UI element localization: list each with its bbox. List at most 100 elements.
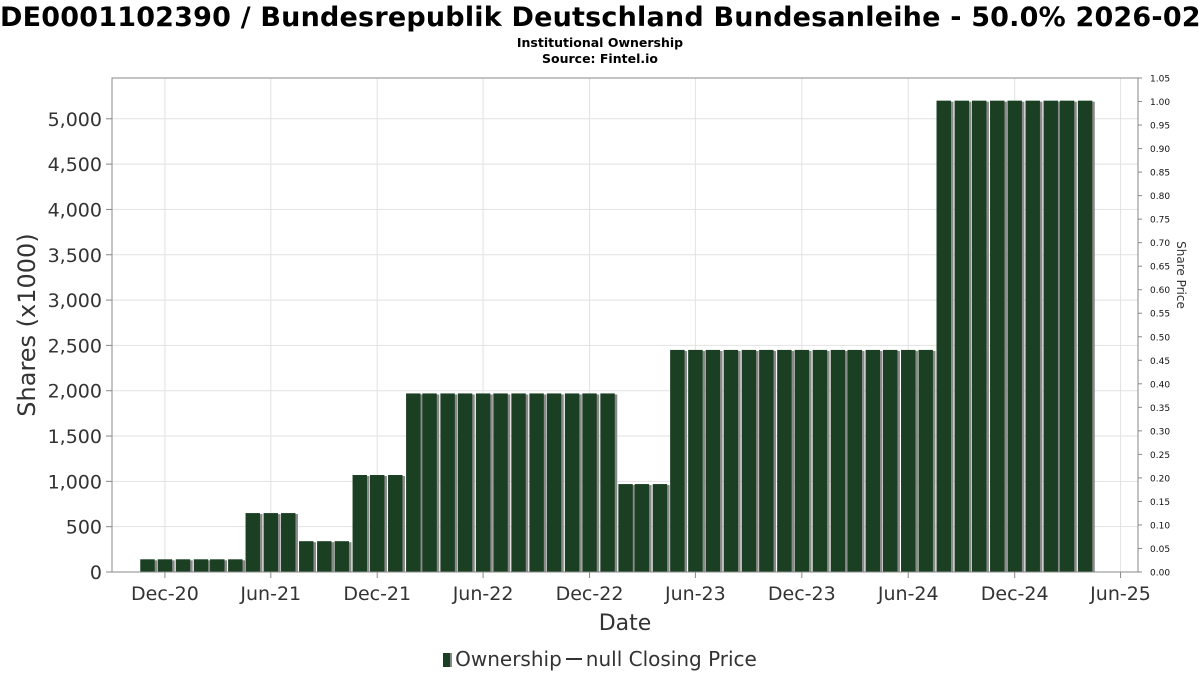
y2-tick-label: 0.65 [1150, 263, 1170, 273]
y2-tick-label: 0.40 [1150, 380, 1170, 390]
y-tick-label: 1,000 [48, 471, 102, 493]
ownership-bar [812, 349, 828, 572]
ownership-bar [511, 393, 526, 572]
y2-tick-label: 0.45 [1150, 357, 1170, 367]
ownership-bar [299, 541, 314, 572]
y-tick-label: 3,500 [48, 245, 102, 267]
ownership-bar [546, 393, 562, 572]
chart-legend: Ownership null Closing Price [0, 647, 1200, 671]
chart-subtitle: Institutional Ownership [516, 35, 684, 50]
ownership-bar [440, 393, 455, 572]
y2-axis-label: Share Price [1174, 241, 1188, 309]
y2-tick-label: 0.35 [1150, 404, 1170, 414]
ownership-bar [847, 349, 862, 572]
ownership-bar [830, 349, 846, 572]
ownership-bar [388, 475, 403, 572]
ownership-bar [1043, 100, 1058, 572]
ownership-chart: 0 500 1,000 1,500 2,000 2,500 3,000 3,500 4,000 4… [13, 75, 1188, 637]
y-tick-label: 5,000 [48, 109, 102, 131]
y2-tick-label: 0.20 [1150, 474, 1170, 484]
ownership-bar [1059, 100, 1075, 572]
ownership-bar [370, 475, 385, 572]
y2-tick-label: 0.80 [1150, 192, 1170, 202]
x-tick-label: Jun-25 [1089, 583, 1151, 605]
y2-tick-label: 0.70 [1150, 239, 1170, 249]
y2-tick-label: 0.95 [1150, 122, 1170, 132]
x-tick-label: Jun-21 [239, 583, 301, 605]
price-legend-line [565, 658, 582, 660]
x-tick-label: Dec-23 [768, 583, 836, 605]
ownership-bar [618, 484, 633, 572]
y2-tick-label: 1.05 [1150, 75, 1170, 85]
ownership-bar [777, 349, 792, 572]
y2-tick-label: 0.85 [1150, 169, 1170, 179]
ownership-legend-swatch [443, 653, 453, 667]
y-tick-label: 3,000 [48, 290, 102, 312]
x-tick-label: Jun-22 [452, 583, 514, 605]
y2-tick-label: 0.30 [1150, 427, 1170, 437]
ownership-bar [493, 393, 508, 572]
ownership-bar [457, 393, 473, 572]
ownership-bar [263, 513, 278, 572]
chart-title: DE0001102390 / Bundesrepublik Deutschlan… [0, 2, 1200, 33]
y2-tick-label: 0.90 [1150, 145, 1170, 155]
ownership-bar [954, 100, 969, 572]
ownership-bar [759, 349, 774, 572]
ownership-bar [990, 100, 1005, 572]
ownership-bar [352, 475, 367, 572]
legend-ownership-label: Ownership [455, 647, 562, 671]
ownership-bar [1007, 100, 1022, 572]
ownership-bar [1077, 100, 1093, 572]
y-tick-label: 0 [90, 562, 102, 584]
ownership-bar [529, 393, 544, 572]
ownership-bar [600, 393, 615, 572]
y-tick-label: 4,500 [48, 154, 102, 176]
ownership-bar [475, 393, 491, 572]
y2-tick-label: 1.00 [1150, 98, 1170, 108]
x-tick-label: Dec-21 [343, 583, 411, 605]
ownership-bar [1025, 100, 1040, 572]
ownership-bar [936, 100, 951, 572]
ownership-bar [334, 541, 349, 572]
ownership-bar [723, 349, 739, 572]
ownership-bar [652, 484, 668, 572]
ownership-bar [794, 349, 810, 572]
ownership-bar [901, 349, 916, 572]
x-tick-label: Jun-23 [664, 583, 726, 605]
x-tick-label: Dec-20 [131, 583, 199, 605]
y2-tick-label: 0.25 [1150, 451, 1170, 461]
x-axis-label: Date [599, 611, 652, 636]
y2-tick-label: 0.15 [1150, 498, 1170, 508]
ownership-bar [883, 349, 898, 572]
ownership-bar [245, 513, 260, 572]
ownership-bar [670, 349, 685, 572]
ownership-bar [281, 513, 296, 572]
x-tick-label: Dec-24 [981, 583, 1049, 605]
y-tick-label: 2,500 [48, 335, 102, 357]
ownership-bar [865, 349, 880, 572]
ownership-bar [918, 349, 933, 572]
y2-tick-label: 0.05 [1150, 545, 1170, 555]
ownership-bar [193, 559, 209, 572]
ownership-bar [406, 393, 421, 572]
y-tick-label: 4,000 [48, 199, 102, 221]
axes-group: 0 500 1,000 1,500 2,000 2,500 3,000 3,500 4,000 4… [48, 75, 1171, 606]
ownership-bar [317, 541, 332, 572]
ownership-bar [564, 393, 580, 572]
y-tick-label: 2,000 [48, 381, 102, 403]
y2-tick-label: 0.55 [1150, 310, 1170, 320]
ownership-bar [210, 559, 225, 572]
chart-source: Source: Fintel.io [542, 51, 658, 66]
x-tick-label: Dec-22 [556, 583, 624, 605]
y2-tick-label: 0.50 [1150, 333, 1170, 343]
x-tick-label: Jun-24 [877, 583, 939, 605]
ownership-bar [228, 559, 243, 572]
y-tick-label: 1,500 [48, 426, 102, 448]
ownership-bar [582, 393, 597, 572]
y2-tick-label: 0.75 [1150, 216, 1170, 226]
ownership-bar [140, 559, 155, 572]
y2-tick-label: 0.10 [1150, 521, 1170, 531]
ownership-bar [705, 349, 721, 572]
bars-group [140, 100, 1095, 572]
y2-tick-label: 0.00 [1150, 569, 1170, 579]
